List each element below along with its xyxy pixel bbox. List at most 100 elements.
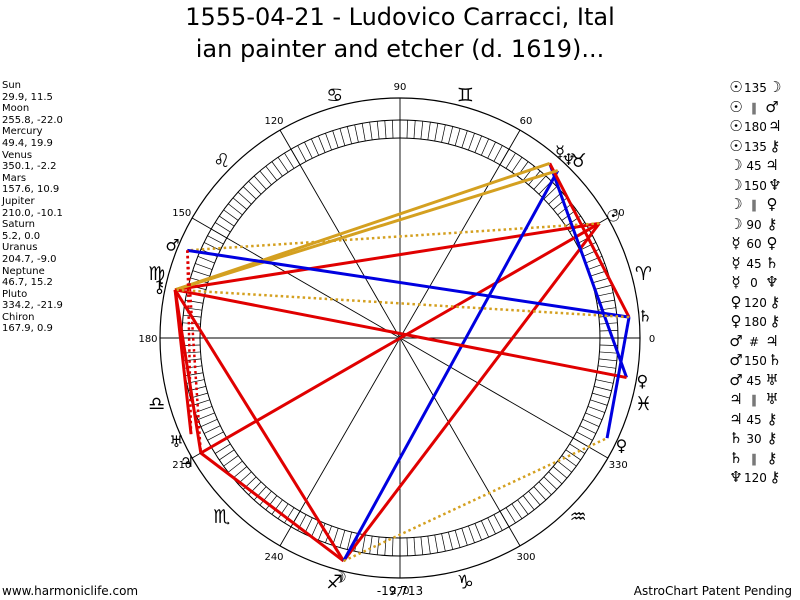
planet-glyphs: ☉ ☽ ☿ ♀ ♂ ♃ ♄ ♅ ♆ ♀ ⚷ bbox=[154, 142, 653, 586]
planet-name: Jupiter bbox=[2, 195, 35, 207]
tick-mark bbox=[219, 215, 235, 227]
planet-name: Uranus bbox=[2, 242, 38, 254]
aspect-row: ♂ 45 ♅ bbox=[728, 371, 783, 391]
tick-mark bbox=[248, 481, 262, 496]
planet-glyph-icon: ☽ bbox=[332, 567, 346, 586]
aspect-planet-1-icon: ♄ bbox=[729, 448, 743, 467]
aspect-planet-2-icon: ♄ bbox=[765, 253, 779, 272]
tick-mark bbox=[543, 476, 558, 490]
aspect-line bbox=[342, 169, 560, 562]
aspect-planet-1-icon: ♀ bbox=[730, 292, 742, 311]
planet-name: Neptune bbox=[2, 265, 45, 277]
tick-mark bbox=[242, 186, 257, 200]
tick-mark bbox=[223, 455, 239, 467]
aspect-type: 45 bbox=[746, 373, 762, 388]
aspect-planet-1-icon: ♂ bbox=[729, 370, 743, 389]
tick-mark bbox=[237, 191, 252, 205]
tick-mark bbox=[511, 157, 523, 173]
tick-mark bbox=[454, 128, 461, 146]
tick-mark bbox=[406, 537, 408, 556]
tick-mark bbox=[582, 249, 600, 257]
aspect-line bbox=[186, 250, 203, 454]
tick-mark bbox=[248, 180, 262, 195]
tick-mark bbox=[505, 152, 516, 169]
tick-mark bbox=[311, 520, 319, 538]
footer-credit: AstroChart Patent Pending bbox=[633, 584, 792, 598]
planet-glyph-icon: ☉ bbox=[606, 206, 620, 225]
footer-website: www.harmoniclife.com bbox=[2, 584, 139, 598]
aspect-line bbox=[548, 162, 631, 318]
aspect-planet-2-icon: ♆ bbox=[765, 273, 779, 291]
tick-mark bbox=[590, 399, 608, 406]
planet-glyph-icon: ♆ bbox=[562, 150, 576, 169]
degree-label: 270 bbox=[390, 586, 409, 597]
tick-mark bbox=[481, 138, 489, 156]
tick-mark bbox=[271, 161, 283, 177]
aspect-row: ☽150♆ bbox=[728, 176, 783, 196]
aspect-type: 0 bbox=[750, 276, 758, 290]
tick-mark bbox=[468, 525, 475, 543]
aspect-line bbox=[173, 288, 345, 562]
aspect-planet-2-icon: ⚷ bbox=[769, 292, 781, 311]
tick-mark bbox=[461, 130, 468, 148]
tick-mark bbox=[420, 536, 424, 555]
aspect-planet-1-icon: ☉ bbox=[729, 78, 743, 96]
aspect-type: # bbox=[748, 334, 760, 349]
tick-mark bbox=[384, 120, 387, 139]
zodiac-sign-icon: ♍ bbox=[148, 263, 165, 285]
aspect-line bbox=[175, 288, 630, 319]
aspect-row: ☿ 0 ♆ bbox=[728, 273, 783, 293]
tick-mark bbox=[265, 165, 278, 181]
tick-mark bbox=[420, 121, 424, 140]
zodiac-sign-icon: ♌ bbox=[213, 150, 230, 172]
tick-mark bbox=[376, 536, 380, 555]
tick-mark bbox=[587, 406, 605, 413]
tick-mark bbox=[207, 431, 224, 441]
tick-mark bbox=[413, 537, 416, 556]
aspect-line bbox=[173, 289, 193, 435]
planet-coords: 157.6, 10.9 bbox=[2, 184, 60, 196]
tick-mark bbox=[325, 133, 332, 151]
tick-mark bbox=[214, 443, 231, 454]
tick-mark bbox=[223, 209, 239, 221]
tick-mark bbox=[227, 460, 243, 473]
tick-mark bbox=[361, 123, 366, 142]
aspect-list: ☉135☽ ☉ ∥ ♂ ☉180♃ ☉135 ⚷ ☽ 45 ♃ ☽150♆ ☽ ∥ ♀ ☽ 90 ⚷ ☿ 60 ♀ ☿ 4… bbox=[728, 78, 783, 488]
tick-mark bbox=[297, 145, 307, 162]
aspect-row: ♂150♄ bbox=[728, 351, 783, 371]
aspect-planet-2-icon: ⚷ bbox=[766, 214, 778, 233]
degree-label: 210 bbox=[172, 460, 191, 471]
tick-mark bbox=[548, 471, 563, 485]
aspect-row: ☽ 90 ⚷ bbox=[728, 215, 783, 235]
planet-glyph-icon: ♀ bbox=[616, 436, 628, 455]
planet-glyph-icon: ☿ bbox=[555, 142, 565, 161]
tick-mark bbox=[346, 126, 352, 145]
aspect-type: 60 bbox=[746, 237, 762, 251]
aspect-planet-2-icon: ♅ bbox=[765, 390, 779, 408]
tick-mark bbox=[441, 124, 446, 143]
tick-mark bbox=[448, 126, 454, 145]
zodiac-sign-icon: ♐ bbox=[326, 571, 343, 593]
aspect-planet-2-icon: ⚷ bbox=[769, 468, 781, 486]
aspect-planet-2-icon: ♄ bbox=[768, 351, 782, 369]
tick-mark bbox=[318, 135, 326, 153]
aspect-planet-1-icon: ♄ bbox=[729, 429, 743, 447]
tick-mark bbox=[592, 277, 610, 284]
aspect-type: 180 bbox=[744, 120, 767, 134]
aspect-planet-1-icon: ♆ bbox=[729, 468, 743, 486]
tick-mark bbox=[598, 358, 617, 362]
tick-mark bbox=[552, 466, 568, 479]
tick-mark bbox=[487, 517, 496, 535]
tick-mark bbox=[195, 263, 213, 270]
tick-mark bbox=[384, 537, 387, 556]
tick-mark bbox=[579, 242, 597, 251]
aspect-line bbox=[605, 316, 631, 439]
tick-mark bbox=[318, 523, 326, 541]
tick-mark bbox=[557, 460, 573, 473]
tick-mark bbox=[259, 490, 272, 506]
tick-mark bbox=[369, 122, 373, 140]
tick-mark bbox=[543, 186, 558, 200]
planet-name: Mars bbox=[2, 172, 27, 184]
tick-mark bbox=[203, 425, 221, 434]
